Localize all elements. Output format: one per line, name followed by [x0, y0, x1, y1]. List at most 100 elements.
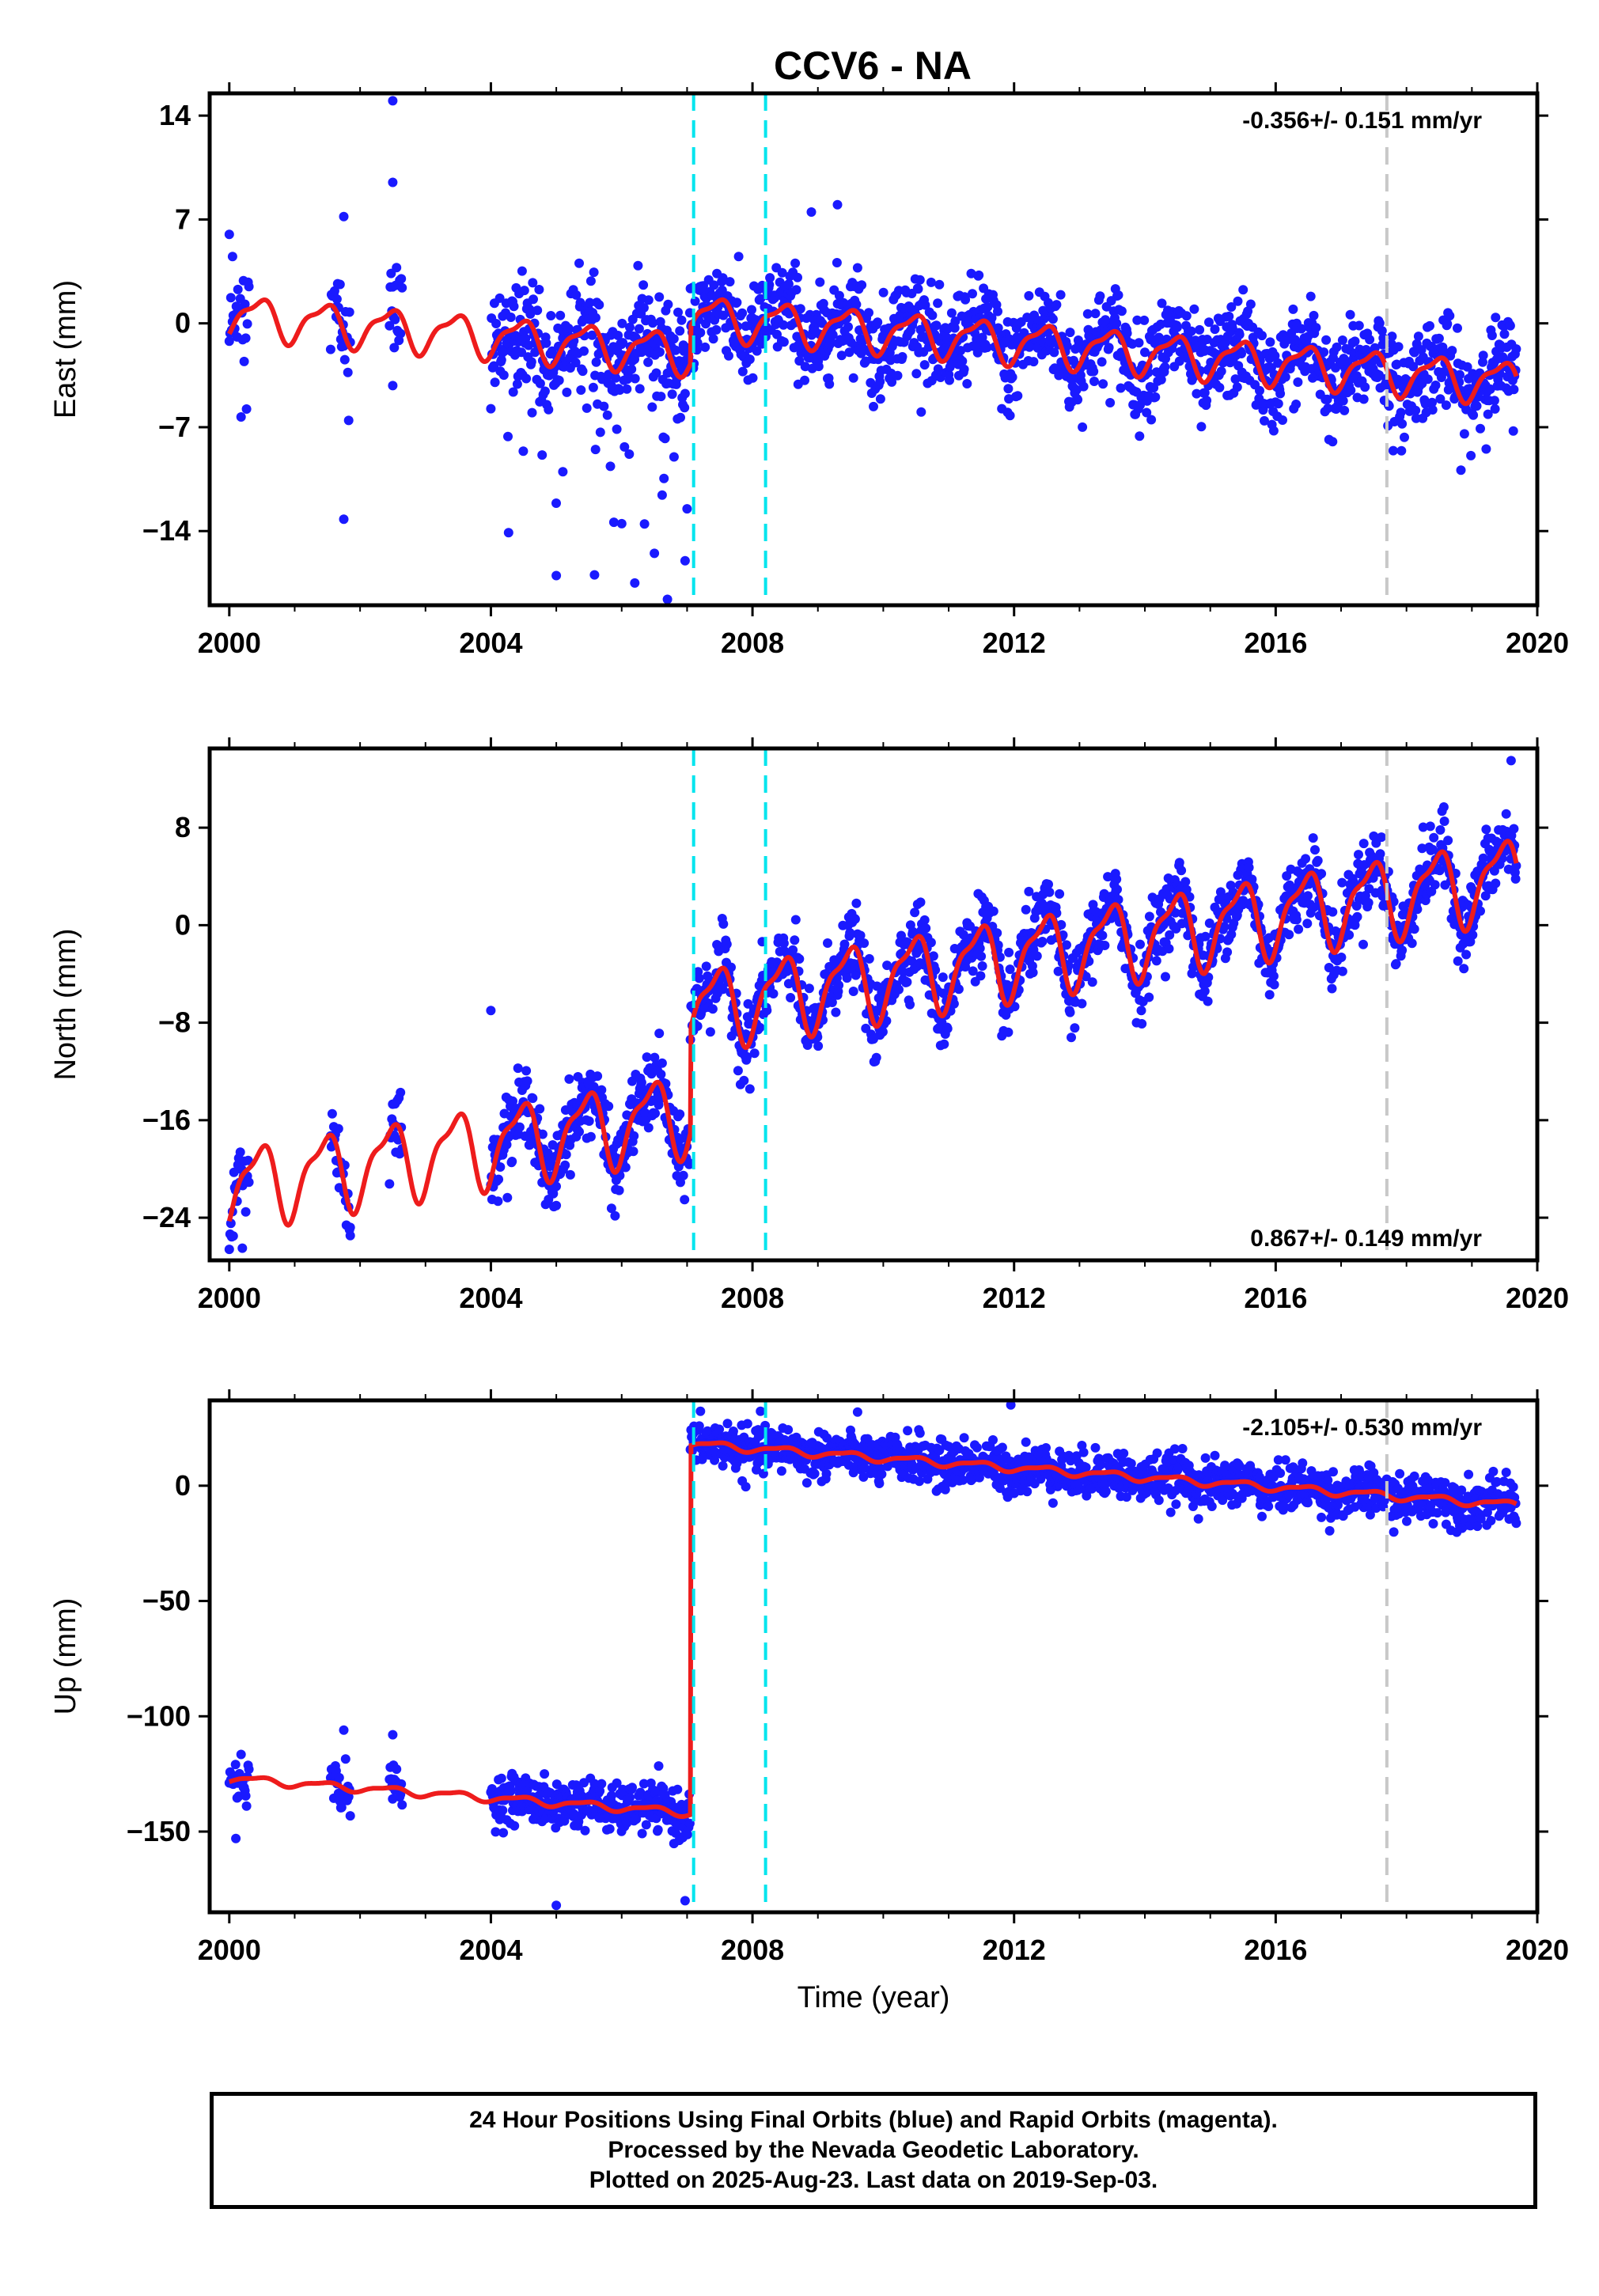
data-point: [602, 410, 612, 420]
data-point: [506, 313, 516, 322]
data-point: [606, 1203, 616, 1214]
data-point: [1308, 833, 1318, 843]
data-point: [848, 373, 858, 383]
data-point-outlier: [551, 570, 562, 581]
data-point: [1078, 422, 1088, 432]
data-point: [385, 1179, 395, 1189]
data-point: [486, 404, 496, 414]
model-line: [227, 297, 1519, 407]
data-point: [801, 1478, 812, 1488]
data-point: [1337, 335, 1347, 345]
data-point: [836, 350, 847, 361]
data-point: [1004, 947, 1014, 957]
data-point: [1302, 919, 1313, 929]
data-point: [1112, 885, 1122, 895]
data-point: [597, 1085, 607, 1095]
data-point: [628, 1146, 638, 1157]
data-point: [594, 300, 604, 310]
data-point: [611, 373, 621, 383]
data-point: [902, 977, 912, 987]
data-point: [1360, 382, 1370, 392]
data-point: [1204, 317, 1214, 328]
data-point: [701, 961, 711, 972]
data-point: [1509, 824, 1519, 834]
data-point: [509, 301, 519, 312]
data-point: [1453, 323, 1462, 333]
data-point: [852, 1407, 862, 1417]
data-point: [502, 1139, 512, 1150]
data-point: [722, 1419, 733, 1429]
data-point: [1303, 891, 1313, 901]
data-point: [1156, 374, 1166, 385]
data-point: [678, 1170, 688, 1180]
data-point: [1423, 374, 1433, 385]
data-point: [498, 1828, 509, 1838]
data-point: [1087, 977, 1097, 987]
data-point: [1489, 396, 1499, 406]
data-point: [1041, 1443, 1051, 1453]
data-point: [1056, 919, 1067, 930]
plot-frame: [207, 91, 1540, 608]
data-point: [1345, 309, 1355, 320]
data-point: [1280, 372, 1290, 382]
data-point: [1196, 422, 1207, 432]
data-point: [595, 427, 605, 438]
data-point: [976, 971, 986, 981]
data-point: [1377, 832, 1386, 843]
data-point: [643, 357, 654, 367]
data-point: [958, 1475, 968, 1485]
data-point: [543, 1148, 553, 1158]
data-point: [396, 274, 407, 284]
data-point: [776, 1466, 786, 1476]
x-tick-label: 2000: [198, 627, 261, 659]
data-point: [851, 898, 862, 908]
data-point: [638, 1779, 649, 1789]
data-point: [240, 299, 250, 309]
y-tick-label: 0: [175, 908, 191, 941]
data-point: [1478, 350, 1488, 361]
data-point: [1247, 874, 1257, 885]
data-point: [913, 284, 923, 294]
data-point: [682, 1829, 692, 1839]
data-point: [541, 338, 551, 348]
data-point: [869, 401, 878, 411]
data-point: [1377, 326, 1387, 336]
data-point: [1411, 405, 1421, 415]
data-point: [1049, 347, 1059, 358]
data-point-outlier: [630, 578, 640, 588]
data-point: [1352, 911, 1362, 922]
data-point: [972, 1442, 982, 1453]
data-point: [1174, 356, 1184, 366]
data-point: [1511, 344, 1521, 354]
data-point: [671, 1828, 680, 1838]
data-point: [1397, 419, 1408, 429]
data-point: [648, 318, 657, 328]
data-point: [339, 354, 350, 365]
data-point: [1244, 862, 1254, 873]
data-point: [755, 1022, 765, 1032]
data-point: [654, 1761, 664, 1771]
data-point: [1022, 1487, 1033, 1497]
data-point: [695, 328, 706, 338]
data-point: [675, 326, 685, 336]
data-point: [1113, 895, 1123, 905]
data-point: [637, 1828, 647, 1839]
data-point: [791, 285, 801, 295]
data-point: [857, 280, 867, 290]
data-point: [597, 1779, 607, 1789]
data-point: [634, 324, 644, 334]
data-point: [1154, 332, 1164, 343]
data-point: [1478, 357, 1487, 367]
data-point: [982, 343, 992, 353]
data-point: [919, 360, 930, 370]
data-point: [977, 961, 987, 971]
data-point: [1122, 328, 1132, 339]
data-point: [521, 1066, 532, 1076]
data-point: [613, 331, 623, 340]
data-point: [343, 367, 353, 377]
data-point: [1077, 998, 1087, 1009]
data-point: [710, 1455, 720, 1465]
data-point: [864, 953, 874, 964]
data-point: [1291, 400, 1302, 409]
data-point: [1391, 959, 1401, 969]
